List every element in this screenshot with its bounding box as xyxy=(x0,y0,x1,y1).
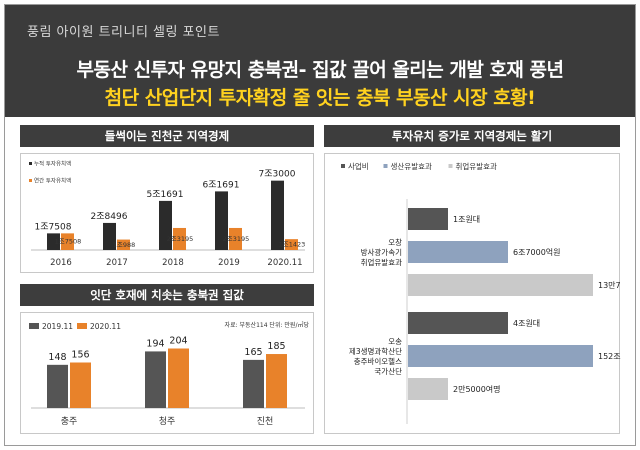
bar-2019 xyxy=(145,351,166,408)
legend-swatch-cumulative xyxy=(29,162,32,165)
legend-swatch xyxy=(383,164,388,168)
data-label-2019: 194 xyxy=(146,338,164,349)
group-label-line: 제3생명과학산단 xyxy=(349,346,402,356)
bar-2020 xyxy=(266,354,287,408)
data-label-cumulative: 6조1691 xyxy=(203,180,240,190)
bar-2019 xyxy=(47,364,68,408)
x-tick-label: 진천 xyxy=(257,416,274,427)
bar-annual xyxy=(285,239,298,250)
headline-subtitle: 첨단 산업단지 투자확정 줄 잇는 충북 부동산 시장 호황! xyxy=(104,87,536,109)
hbar xyxy=(408,274,593,296)
data-label-annual: 2조3195 xyxy=(223,235,250,243)
hbar-value-label: 6조7000억원 xyxy=(513,247,561,257)
data-label-2020: 156 xyxy=(71,350,89,361)
group-label-line: 취업유발효과 xyxy=(361,258,402,267)
data-label-cumulative: 2조8496 xyxy=(91,212,128,222)
x-tick-label: 2018 xyxy=(162,258,184,268)
bar-2020 xyxy=(168,348,189,408)
header-banner: 풍림 아이원 트리니티 셀링 포인트 부동산 신투자 유망지 충북권- 집값 끌… xyxy=(5,5,635,117)
bar-annual xyxy=(229,227,242,250)
legend-swatch-2020 xyxy=(77,323,87,329)
data-label-annual: 1조988 xyxy=(113,241,136,249)
legend-label: 사업비 xyxy=(348,162,369,171)
hbar-value-label: 152조원 xyxy=(598,352,621,361)
bar-cumulative xyxy=(159,200,172,250)
data-label-annual: 1조7508 xyxy=(55,238,82,246)
hbar-value-label: 2만5000여명 xyxy=(453,384,501,394)
legend-label: 취업유발효과 xyxy=(456,162,497,171)
legend-swatch-2019 xyxy=(29,323,39,329)
legend-label-annual: 연간 투자유치액 xyxy=(34,177,71,185)
bar-annual xyxy=(173,227,186,250)
data-label-annual: 2조3195 xyxy=(167,235,194,243)
bar-2019 xyxy=(243,359,264,408)
x-tick-label: 2017 xyxy=(106,258,128,268)
header-tag: 풍림 아이원 트리니티 셀링 포인트 xyxy=(27,25,220,40)
hbar xyxy=(408,241,508,263)
legend-label: 생산유발효과 xyxy=(391,161,432,171)
bar-annual xyxy=(61,233,74,250)
data-label-2019: 165 xyxy=(244,347,262,358)
data-label-2020: 185 xyxy=(267,341,285,352)
group-label-line: 오창 xyxy=(388,238,402,247)
x-tick-label: 2016 xyxy=(50,258,72,268)
data-label-cumulative: 7조3000 xyxy=(259,170,296,180)
house-price-bar-chart: 2019.11 2020.11 자료: 부동산114 단위: 만원/㎡당 148 156… xyxy=(29,321,310,427)
left-bottom-panel: 2019.11 2020.11 자료: 부동산114 단위: 만원/㎡당 148 156… xyxy=(20,312,314,434)
x-tick-label: 청주 xyxy=(159,416,176,427)
data-label-cumulative: 5조1691 xyxy=(147,190,184,200)
bar-cumulative xyxy=(215,191,228,250)
hbar xyxy=(408,345,593,367)
data-label-2019: 148 xyxy=(48,352,66,363)
x-tick-label: 충주 xyxy=(61,416,78,427)
bar-cumulative xyxy=(103,222,116,250)
hbar xyxy=(408,208,448,230)
bar-cumulative xyxy=(47,233,60,250)
data-label-cumulative: 1조7508 xyxy=(35,222,72,232)
right-panel-title: 투자유치 증가로 지역경제는 활기 xyxy=(324,125,620,147)
headline-title: 부동산 신투자 유망지 충북권- 집값 끌어 올리는 개발 호재 풍년 xyxy=(76,59,564,81)
right-panel: 사업비생산유발효과취업유발효과1조원대6조7000억원13만7000여명오창방사… xyxy=(324,153,621,434)
economic-effect-hbar-chart: 사업비생산유발효과취업유발효과1조원대6조7000억원13만7000여명오창방사… xyxy=(341,161,621,424)
data-label-annual: 1조1423 xyxy=(279,241,306,249)
legend-label-2020: 2020.11 xyxy=(90,322,121,331)
legend-label-2019: 2019.11 xyxy=(42,322,73,331)
source-note: 자료: 부동산114 단위: 만원/㎡당 xyxy=(225,321,310,329)
hbar-value-label: 4조원대 xyxy=(513,319,540,328)
x-tick-label: 2020.11 xyxy=(267,258,302,268)
bar-2020 xyxy=(70,362,91,408)
left-top-panel-title: 들썩이는 진천군 지역경제 xyxy=(20,125,314,147)
legend-label-cumulative: 누적 투자유치액 xyxy=(34,160,71,168)
x-tick-label: 2019 xyxy=(218,258,240,268)
group-label-line: 오송 xyxy=(388,337,402,346)
legend-swatch xyxy=(341,164,345,168)
group-label-line: 충주바이오헬스 xyxy=(354,356,402,366)
bar-cumulative xyxy=(271,180,284,250)
hbar xyxy=(408,312,508,334)
data-label-2020: 204 xyxy=(169,336,187,347)
hbar-value-label: 1조원대 xyxy=(453,215,480,224)
legend-swatch xyxy=(448,164,453,168)
group-label-line: 국가산단 xyxy=(374,366,402,376)
left-bottom-panel-title: 잇단 호재에 치솟는 충북권 집값 xyxy=(20,284,314,306)
bar-annual xyxy=(117,239,130,250)
hbar-value-label: 13만7000여명 xyxy=(598,280,621,290)
group-label-line: 방사광가속기 xyxy=(361,247,402,257)
legend-swatch-annual xyxy=(29,179,32,182)
hbar xyxy=(408,378,448,400)
